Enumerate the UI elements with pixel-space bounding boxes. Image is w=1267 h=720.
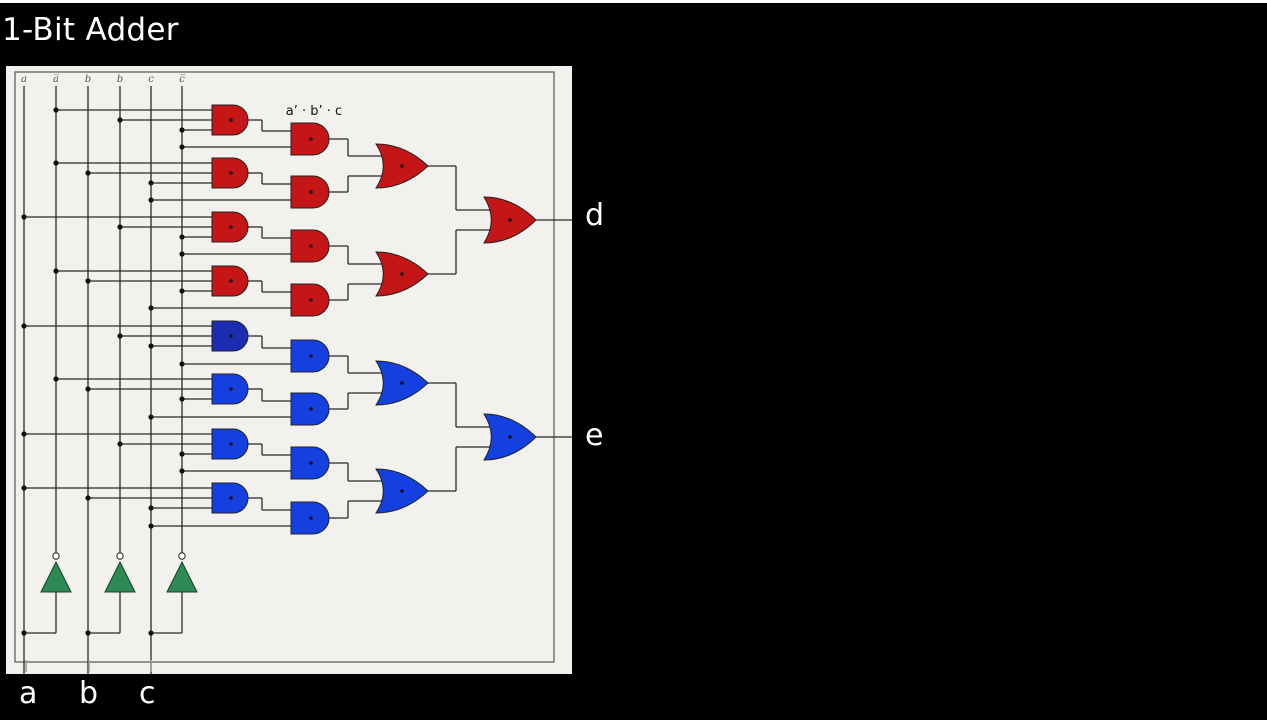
gate-center-dot bbox=[400, 381, 404, 385]
gate-center-dot bbox=[309, 298, 313, 302]
junction-dot bbox=[85, 495, 91, 501]
junction-dot bbox=[117, 117, 123, 123]
rail-label: a bbox=[21, 74, 27, 85]
rail-label: b bbox=[85, 74, 91, 85]
inverter-bubble bbox=[178, 552, 186, 560]
gate-center-dot bbox=[229, 387, 233, 391]
inverter-gate bbox=[104, 560, 136, 593]
input-label-b: b bbox=[79, 676, 99, 711]
gate-center-dot bbox=[309, 354, 313, 358]
slide-title: 1-Bit Adder bbox=[2, 12, 179, 48]
junction-dot bbox=[21, 485, 27, 491]
junction-dot bbox=[85, 386, 91, 392]
input-label-c: c bbox=[139, 676, 156, 711]
diagram-frame bbox=[14, 71, 555, 663]
junction-dot bbox=[53, 107, 59, 113]
junction-dot bbox=[148, 343, 154, 349]
gate-center-dot bbox=[309, 190, 313, 194]
junction-dot bbox=[85, 170, 91, 176]
circuit-diagram: a a̅ b b̅ c c̅ a’ · b’ · c bbox=[6, 66, 572, 674]
junction-dot bbox=[179, 127, 185, 133]
rail-label: c bbox=[148, 74, 154, 85]
gate-center-dot bbox=[508, 218, 512, 222]
junction-dot bbox=[179, 288, 185, 294]
junction-dot bbox=[179, 396, 185, 402]
junction-dot bbox=[148, 305, 154, 311]
junction-dot bbox=[53, 160, 59, 166]
junction-dot bbox=[85, 278, 91, 284]
gate-center-dot bbox=[229, 118, 233, 122]
gate-center-dot bbox=[229, 279, 233, 283]
junction-dot bbox=[53, 376, 59, 382]
junction-dot bbox=[179, 361, 185, 367]
gate-center-dot bbox=[309, 244, 313, 248]
gate-center-dot bbox=[400, 164, 404, 168]
junction-dot bbox=[179, 451, 185, 457]
junction-dot bbox=[148, 630, 154, 636]
term-annotation: a’ · b’ · c bbox=[286, 104, 342, 119]
gate-center-dot bbox=[400, 272, 404, 276]
junction-dot bbox=[117, 224, 123, 230]
output-label-e: e bbox=[585, 418, 604, 453]
junction-dot bbox=[148, 414, 154, 420]
rail-label: a̅ bbox=[53, 74, 59, 85]
gate-center-dot bbox=[229, 171, 233, 175]
rail-label: b̅ bbox=[117, 73, 124, 85]
gate-center-dot bbox=[309, 516, 313, 520]
junction-dot bbox=[148, 505, 154, 511]
gate-center-dot bbox=[309, 461, 313, 465]
inverter-bubble bbox=[52, 552, 60, 560]
inverter-bubble bbox=[116, 552, 124, 560]
junction-dot bbox=[21, 630, 27, 636]
junction-dot bbox=[21, 431, 27, 437]
gate-center-dot bbox=[229, 334, 233, 338]
junction-dot bbox=[148, 523, 154, 529]
junction-dot bbox=[179, 234, 185, 240]
output-label-d: d bbox=[585, 198, 605, 233]
junction-dot bbox=[53, 268, 59, 274]
top-border bbox=[0, 0, 1267, 3]
junction-dot bbox=[21, 323, 27, 329]
junction-dot bbox=[117, 333, 123, 339]
gate-center-dot bbox=[229, 442, 233, 446]
gate-center-dot bbox=[229, 225, 233, 229]
gate-center-dot bbox=[309, 407, 313, 411]
circuit-svg: a a̅ b b̅ c c̅ a’ · b’ · c bbox=[14, 71, 572, 674]
input-leads bbox=[25, 660, 152, 672]
junction-dot bbox=[148, 197, 154, 203]
inverter-gate bbox=[166, 560, 198, 593]
junction-dot bbox=[179, 144, 185, 150]
gate-center-dot bbox=[508, 435, 512, 439]
inverter-gate bbox=[40, 560, 72, 593]
gate-center-dot bbox=[309, 137, 313, 141]
junction-dot bbox=[179, 251, 185, 257]
junction-dot bbox=[148, 180, 154, 186]
junction-dot bbox=[117, 441, 123, 447]
gate-center-dot bbox=[400, 489, 404, 493]
input-label-a: a bbox=[19, 676, 38, 711]
junction-dot bbox=[21, 214, 27, 220]
junction-dot bbox=[85, 630, 91, 636]
gate-center-dot bbox=[229, 496, 233, 500]
rail-label: c̅ bbox=[179, 74, 185, 85]
junction-dot bbox=[179, 468, 185, 474]
